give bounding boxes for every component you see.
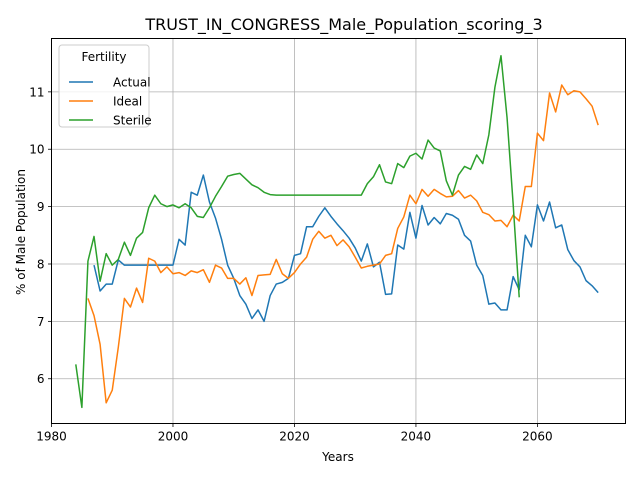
series-line-actual	[93, 174, 599, 323]
x-tick-label: 2040	[401, 430, 432, 444]
x-tick-label: 2060	[522, 430, 553, 444]
y-axis-label: % of Male Population	[14, 169, 28, 295]
y-axis: 6 7 8 9 10 11	[29, 85, 52, 386]
series-lines	[75, 54, 599, 409]
legend-label-ideal: Ideal	[113, 95, 142, 109]
legend-box	[58, 44, 150, 128]
y-tick-label: 10	[29, 143, 44, 157]
y-tick-label: 8	[37, 257, 45, 271]
y-tick-label: 9	[37, 200, 45, 214]
legend-title: Fertility	[81, 50, 126, 64]
chart-title: TRUST_IN_CONGRESS_Male_Population_scorin…	[144, 15, 542, 35]
x-tick-label: 2020	[279, 430, 310, 444]
y-tick-label: 6	[37, 372, 45, 386]
legend-label-actual: Actual	[113, 76, 151, 90]
legend-label-sterile: Sterile	[113, 114, 152, 128]
y-tick-label: 7	[37, 315, 45, 329]
x-tick-label: 2000	[158, 430, 189, 444]
plot-frame	[51, 38, 626, 424]
y-tick-label: 11	[29, 85, 44, 99]
legend: Fertility Actual Ideal Sterile	[58, 44, 152, 128]
x-tick-label: 1980	[36, 430, 67, 444]
x-axis: 1980 2000 2020 2040 2060	[36, 423, 553, 444]
x-axis-label: Years	[321, 450, 354, 464]
series-line-sterile	[75, 54, 520, 409]
